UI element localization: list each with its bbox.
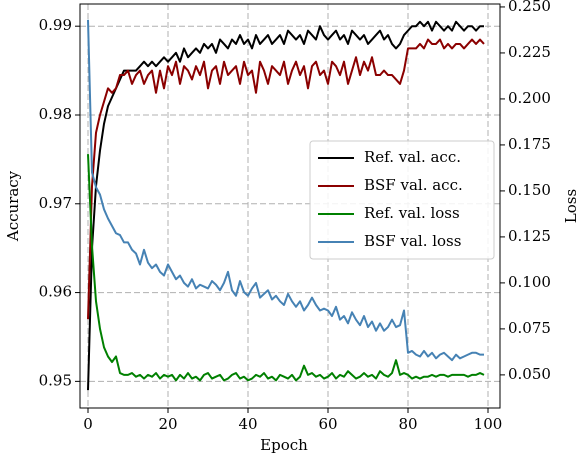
legend-label: Ref. val. loss	[364, 204, 460, 222]
y2-tick-label: 0.225	[508, 43, 551, 61]
legend-label: BSF val. acc.	[364, 176, 463, 194]
legend-label: BSF val. loss	[364, 232, 461, 250]
series-line	[87, 20, 484, 391]
y-tick-label: 0.97	[39, 194, 72, 212]
y2-tick-label: 0.150	[508, 181, 551, 199]
y-tick-label: 0.99	[39, 16, 72, 34]
series-line	[87, 19, 484, 362]
series-line	[87, 38, 485, 320]
y2-tick-label: 0.075	[508, 319, 551, 337]
y2-axis-label: Loss	[562, 189, 580, 223]
y2-tick-label: 0.100	[508, 273, 551, 291]
y2-tick-label: 0.125	[508, 227, 551, 245]
y2-tick-label: 0.175	[508, 135, 551, 153]
x-axis-label: Epoch	[260, 436, 308, 454]
x-tick-label: 0	[83, 415, 93, 433]
y2-tick-label: 0.250	[508, 0, 551, 15]
y-tick-label: 0.98	[39, 105, 72, 123]
x-tick-label: 100	[474, 415, 503, 433]
x-tick-label: 20	[158, 415, 177, 433]
legend: Ref. val. acc. BSF val. acc. Ref. val. los…	[309, 140, 495, 260]
series-line	[87, 154, 485, 382]
y2-tick-label: 0.050	[508, 365, 551, 383]
y-axis-label: Accuracy	[4, 170, 22, 242]
legend-label: Ref. val. acc.	[364, 148, 461, 166]
y2-tick-label: 0.200	[508, 89, 551, 107]
x-tick-label: 80	[398, 415, 417, 433]
x-tick-label: 40	[238, 415, 257, 433]
plot-frame	[79, 3, 501, 409]
x-tick-label: 60	[318, 415, 337, 433]
y-tick-label: 0.96	[39, 283, 72, 301]
y-tick-label: 0.95	[39, 371, 72, 389]
legend-box	[309, 140, 495, 260]
